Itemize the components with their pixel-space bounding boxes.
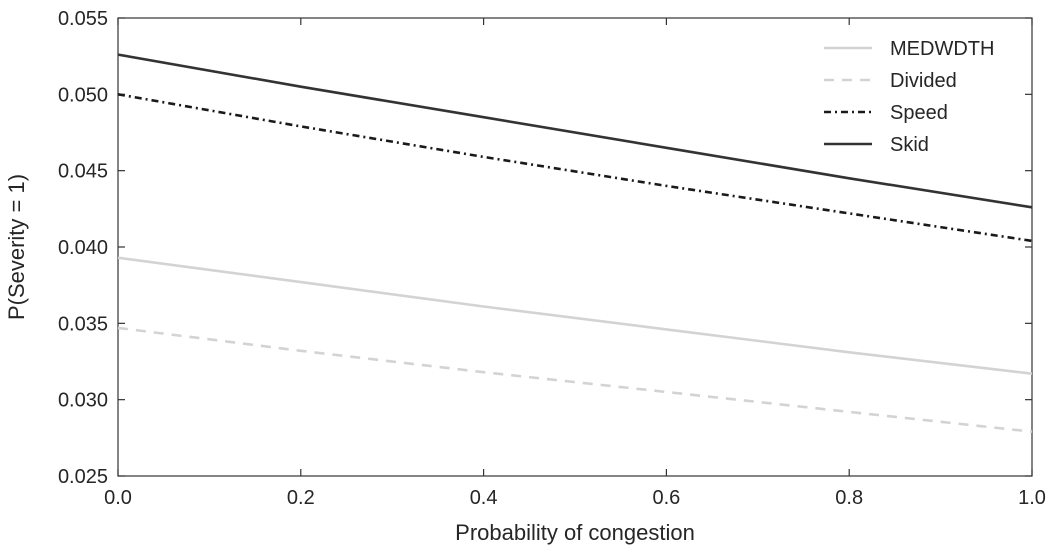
y-tick-label: 0.050: [58, 84, 108, 106]
y-tick-label: 0.025: [58, 466, 108, 488]
series-line-divided: [117, 326, 1033, 433]
series-line-speed: [117, 93, 1033, 243]
y-axis-title: P(Severity = 1): [4, 174, 29, 320]
x-tick-label: 0.8: [835, 487, 863, 509]
x-tick-label: 1.0: [1018, 487, 1046, 509]
y-tick-label: 0.040: [58, 237, 108, 259]
x-axis: 0.0 0.2 0.4 0.6 0.8 1.0: [104, 18, 1046, 509]
legend-label: Divided: [890, 70, 957, 92]
legend-label: Skid: [890, 134, 929, 156]
y-tick-label: 0.045: [58, 161, 108, 183]
series-lines: [117, 53, 1033, 433]
legend-label: Speed: [890, 102, 948, 124]
legend-label: MEDWDTH: [890, 38, 994, 60]
y-tick-label: 0.030: [58, 390, 108, 412]
x-tick-label: 0.4: [470, 487, 498, 509]
x-axis-title: Probability of congestion: [455, 520, 695, 545]
series-line-medwdth: [117, 256, 1033, 375]
legend: MEDWDTH Divided Speed Skid: [824, 38, 994, 156]
x-tick-label: 0.2: [287, 487, 315, 509]
x-tick-label: 0.0: [104, 487, 132, 509]
x-tick-label: 0.6: [652, 487, 680, 509]
y-axis: 0.025 0.030 0.035 0.040 0.045 0.050 0.055: [58, 8, 1032, 488]
series-line-skid: [117, 53, 1033, 209]
y-tick-label: 0.035: [58, 313, 108, 335]
y-tick-label: 0.055: [58, 8, 108, 30]
